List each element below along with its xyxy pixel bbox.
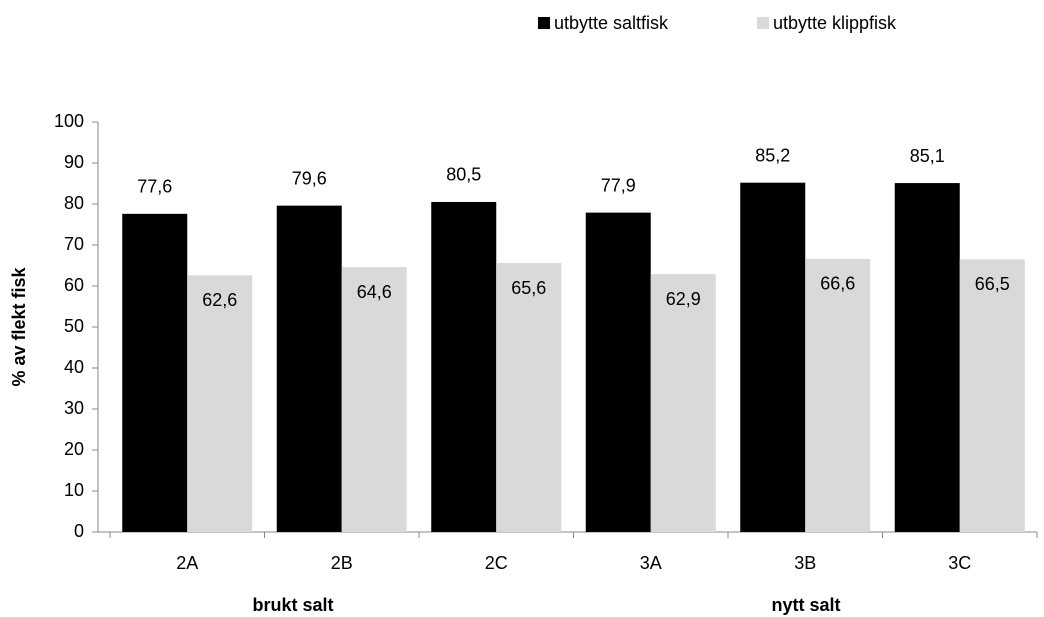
x-tick-label: 2B	[331, 553, 353, 573]
y-tick-label: 70	[64, 234, 84, 254]
y-tick-label: 20	[64, 439, 84, 459]
y-tick-label: 100	[54, 111, 84, 131]
y-axis-label: % av flekt fisk	[9, 266, 29, 386]
y-tick-label: 90	[64, 152, 84, 172]
group-label: nytt salt	[771, 595, 840, 615]
value-label: 62,9	[666, 289, 701, 309]
legend-swatch	[538, 17, 550, 29]
bar	[959, 259, 1025, 532]
y-tick-label: 80	[64, 193, 84, 213]
bar	[894, 183, 960, 532]
value-label: 66,6	[820, 274, 855, 294]
value-label: 66,5	[975, 274, 1010, 294]
legend-label: utbytte klippfisk	[773, 13, 897, 33]
value-label: 80,5	[446, 165, 481, 185]
y-tick-label: 0	[74, 521, 84, 541]
x-tick-label: 3B	[794, 553, 816, 573]
value-label: 77,6	[137, 177, 172, 197]
value-label: 62,6	[202, 290, 237, 310]
value-label: 65,6	[511, 278, 546, 298]
x-tick-label: 3C	[948, 553, 971, 573]
bar	[122, 213, 188, 532]
bar	[650, 274, 716, 532]
bar	[341, 267, 407, 532]
x-tick-label: 3A	[640, 553, 662, 573]
legend-label: utbytte saltfisk	[554, 13, 669, 33]
value-label: 64,6	[357, 282, 392, 302]
bar	[496, 263, 562, 532]
y-tick-label: 30	[64, 398, 84, 418]
bar	[805, 258, 871, 532]
bar	[431, 201, 497, 532]
y-tick-label: 40	[64, 357, 84, 377]
bar	[740, 182, 806, 532]
bar	[187, 275, 253, 532]
y-tick-label: 60	[64, 275, 84, 295]
group-label: brukt salt	[252, 595, 333, 615]
value-label: 77,9	[601, 175, 636, 195]
value-label: 79,6	[292, 168, 327, 188]
y-tick-label: 50	[64, 316, 84, 336]
y-tick-label: 10	[64, 480, 84, 500]
value-label: 85,1	[910, 146, 945, 166]
bar	[585, 212, 651, 533]
x-tick-label: 2C	[485, 553, 508, 573]
bar	[276, 205, 342, 532]
x-tick-label: 2A	[176, 553, 198, 573]
legend-swatch	[757, 17, 769, 29]
value-label: 85,2	[755, 145, 790, 165]
